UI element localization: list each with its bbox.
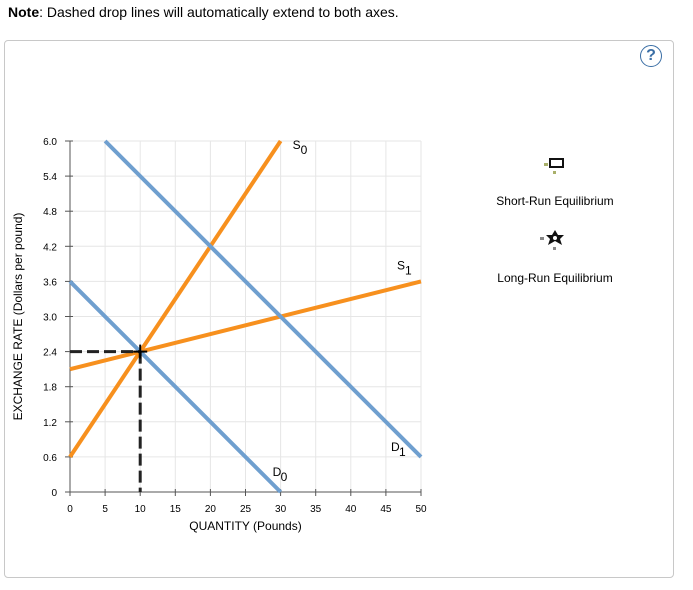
short-run-label: Short-Run Equilibrium xyxy=(496,194,613,208)
x-axis-title: QUANTITY (Pounds) xyxy=(189,519,301,533)
y-tick-label: 4.2 xyxy=(43,242,57,253)
long-run-label: Long-Run Equilibrium xyxy=(497,271,612,285)
icon-box xyxy=(549,158,564,168)
y-tick-label: 1.8 xyxy=(43,383,57,394)
long-run-equilibrium-icon[interactable] xyxy=(540,230,564,250)
x-tick-label: 50 xyxy=(415,504,427,515)
y-tick-label: 6.0 xyxy=(43,137,57,148)
axes: 0 5 10 15 20 25 30 35 40 45 5000.61.21.82.43.03.64… xyxy=(11,137,427,533)
y-axis-title: EXCHANGE RATE (Dollars per pound) xyxy=(11,213,25,421)
x-tick-label: 45 xyxy=(380,504,392,515)
drop-lines xyxy=(70,350,142,492)
x-tick-label: 20 xyxy=(205,504,217,515)
x-tick-label: 30 xyxy=(275,504,287,515)
y-tick-label: 3.0 xyxy=(43,313,57,324)
y-tick-label: 0.6 xyxy=(43,453,57,464)
x-tick-label: 15 xyxy=(170,504,182,515)
note-text: : Dashed drop lines will automatically e… xyxy=(39,4,399,20)
label-sub-d0: 0 xyxy=(281,470,288,484)
label-s0: S xyxy=(293,138,301,152)
y-tick-label: 1.2 xyxy=(43,418,57,429)
icon-dash-left xyxy=(544,163,548,166)
label-sub-s1: 1 xyxy=(405,263,412,277)
curve-d0 xyxy=(68,279,283,494)
x-tick-label: 10 xyxy=(135,504,147,515)
icon-dash-left xyxy=(540,237,544,240)
legend: Short-Run Equilibrium Long-Run Equilibriu… xyxy=(496,158,614,285)
x-tick-label: 40 xyxy=(345,504,357,515)
label-d0: D xyxy=(273,465,282,479)
icon-dash-bottom xyxy=(553,247,556,250)
equilibrium-markers xyxy=(133,344,148,359)
help-icon[interactable]: ? xyxy=(640,45,662,67)
star-center xyxy=(553,236,557,240)
y-tick-label: 3.6 xyxy=(43,277,57,288)
y-tick-label: 4.8 xyxy=(43,207,57,218)
curve-s0 xyxy=(68,139,283,459)
y-tick-label: 2.4 xyxy=(43,348,57,359)
label-d1: D xyxy=(391,440,400,454)
y-tick-label: 5.4 xyxy=(43,172,57,183)
curve-s1 xyxy=(69,279,422,372)
curve-d1 xyxy=(103,139,423,459)
x-tick-label: 0 xyxy=(67,504,73,515)
x-tick-label: 25 xyxy=(240,504,252,515)
label-s1: S xyxy=(397,258,405,272)
note-label: Note xyxy=(8,4,40,20)
instruction-note: Note: Dashed drop lines will automatical… xyxy=(8,4,399,20)
x-tick-label: 35 xyxy=(310,504,322,515)
y-tick-label: 0 xyxy=(51,488,57,499)
graph-panel xyxy=(4,40,674,578)
curves: S 0S 1D 0D 1 xyxy=(68,138,423,494)
short-run-equilibrium-icon[interactable] xyxy=(544,158,564,174)
x-tick-label: 5 xyxy=(102,504,108,515)
label-sub-d1: 1 xyxy=(399,445,406,459)
label-sub-s0: 0 xyxy=(301,143,308,157)
icon-dash-bottom xyxy=(553,171,556,174)
